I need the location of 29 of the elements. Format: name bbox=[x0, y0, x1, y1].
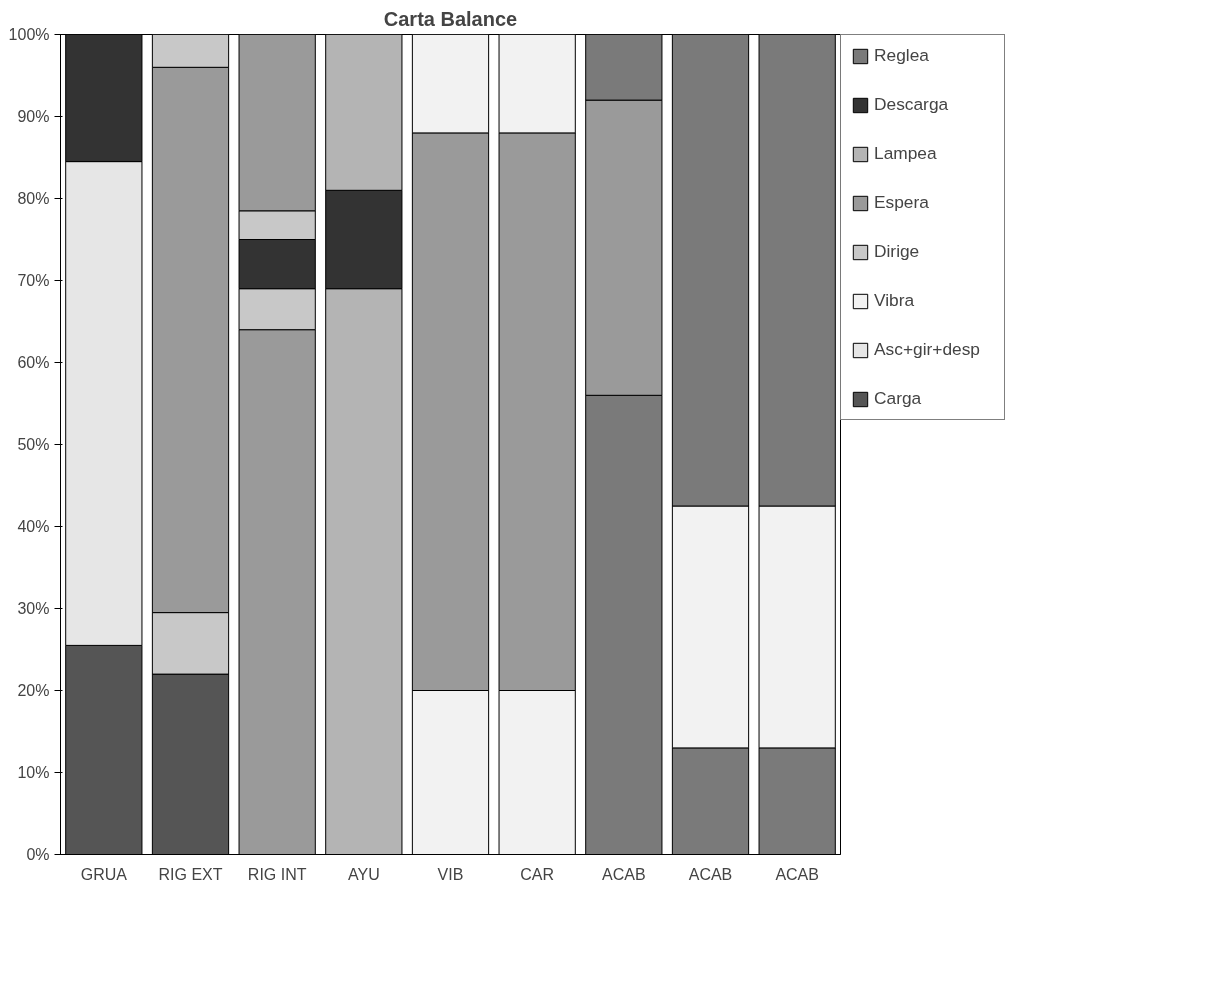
y-tick-label: 90% bbox=[17, 108, 50, 125]
x-tick-label: RIG INT bbox=[247, 865, 307, 883]
x-tick-label: ACAB bbox=[602, 865, 646, 883]
y-tick-label: 10% bbox=[17, 764, 50, 781]
legend-label: Descarga bbox=[874, 94, 950, 115]
x-tick-label: GRUA bbox=[80, 865, 128, 883]
legend-label: Vibra bbox=[874, 290, 916, 311]
x-tick-label: ACAB bbox=[775, 865, 819, 883]
y-tick-label: 0% bbox=[26, 846, 50, 863]
x-tick-label: AYU bbox=[347, 865, 380, 883]
legend-label: Carga bbox=[874, 388, 923, 409]
legend-label: Reglea bbox=[874, 45, 930, 66]
x-tick-label: RIG EXT bbox=[158, 865, 223, 883]
y-tick-label: 60% bbox=[17, 354, 50, 371]
y-tick-label: 20% bbox=[17, 682, 50, 699]
y-tick-label: 80% bbox=[17, 190, 50, 207]
legend-label: Asc+gir+desp bbox=[874, 339, 981, 360]
legend-label: Lampea bbox=[874, 143, 938, 164]
x-tick-label: VIB bbox=[437, 865, 464, 883]
x-tick-label: CAR bbox=[520, 865, 555, 883]
y-tick-label: 50% bbox=[17, 436, 50, 453]
y-tick-label: 70% bbox=[17, 272, 50, 289]
legend-label: Dirige bbox=[874, 241, 921, 262]
x-tick-label: ACAB bbox=[688, 865, 733, 883]
chart-title: Carta Balance bbox=[383, 7, 518, 30]
y-tick-label: 100% bbox=[8, 26, 50, 43]
y-tick-label: 30% bbox=[17, 600, 50, 617]
y-tick-label: 40% bbox=[17, 518, 50, 535]
legend-label: Espera bbox=[874, 192, 930, 213]
